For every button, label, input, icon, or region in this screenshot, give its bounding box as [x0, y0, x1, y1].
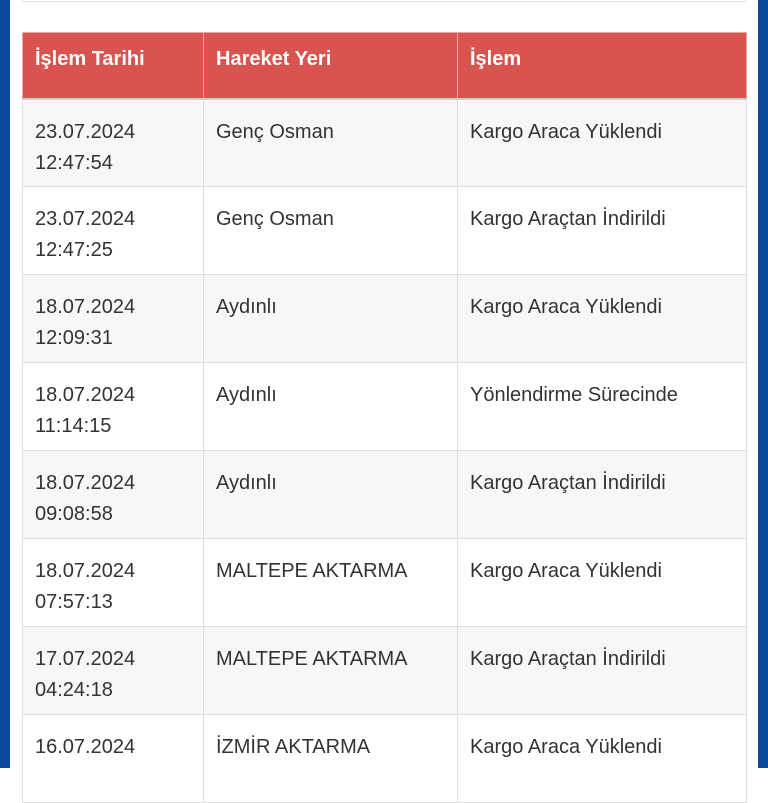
time: 12:47:54 — [35, 151, 113, 174]
time: 04:24:18 — [35, 679, 113, 701]
time: 12:47:25 — [35, 239, 113, 261]
cell-datetime: 18.07.2024 09:08:58 — [22, 450, 204, 539]
time: 09:08:58 — [35, 503, 113, 525]
cell-datetime: 18.07.2024 12:09:31 — [22, 274, 204, 363]
header-date: İşlem Tarihi — [22, 32, 204, 100]
cell-place: MALTEPE AKTARMA — [203, 626, 458, 715]
table-row: 18.07.2024 09:08:58 Aydınlı Kargo Araçtan İ… — [22, 450, 747, 539]
header-action: İşlem — [457, 32, 747, 100]
top-panel — [22, 0, 746, 2]
cell-action: Kargo Araçtan İndirildi — [457, 626, 747, 715]
date: 23.07.2024 — [35, 120, 136, 143]
time: 12:09:31 — [35, 327, 113, 349]
cell-datetime: 17.07.2024 04:24:18 — [22, 626, 204, 715]
cell-datetime: 18.07.2024 11:14:15 — [22, 362, 204, 451]
cell-action: Kargo Araçtan İndirildi — [457, 450, 747, 539]
cell-action: Yönlendirme Sürecinde — [457, 362, 747, 451]
cell-place: MALTEPE AKTARMA — [203, 538, 458, 627]
cell-place: Aydınlı — [203, 274, 458, 363]
table-row: 16.07.2024 İZMİR AKTARMA Kargo Araca Yükle… — [22, 714, 747, 803]
cell-place: İZMİR AKTARMA — [203, 714, 458, 803]
cell-action: Kargo Araca Yüklendi — [457, 538, 747, 627]
date: 18.07.2024 — [35, 560, 136, 582]
cell-place: Aydınlı — [203, 450, 458, 539]
table-row: 18.07.2024 07:57:13 MALTEPE AKTARMA Kargo A… — [22, 538, 747, 627]
table-row: 23.07.2024 12:47:25 Genç Osman Kargo Araçta… — [22, 186, 747, 275]
cell-action: Kargo Araca Yüklendi — [457, 274, 747, 363]
cell-datetime: 16.07.2024 — [22, 714, 204, 803]
table-header: İşlem Tarihi Hareket Yeri İşlem — [22, 32, 747, 100]
left-border — [0, 0, 10, 768]
right-border — [758, 0, 768, 768]
table-row: 23.07.2024 12:47:54 Genç Osman Kargo Araca … — [22, 98, 747, 187]
cargo-movements-table: İşlem Tarihi Hareket Yeri İşlem 23.07.20… — [22, 32, 747, 803]
cell-place: Aydınlı — [203, 362, 458, 451]
cell-action: Kargo Araca Yüklendi — [457, 714, 747, 803]
date: 16.07.2024 — [35, 736, 136, 758]
cell-place: Genç Osman — [203, 186, 458, 275]
table-row: 17.07.2024 04:24:18 MALTEPE AKTARMA Kargo A… — [22, 626, 747, 715]
table-row: 18.07.2024 11:14:15 Aydınlı Yönlendirme Sür… — [22, 362, 747, 451]
cell-place: Genç Osman — [203, 98, 458, 187]
date: 18.07.2024 — [35, 384, 136, 406]
date: 18.07.2024 — [35, 472, 136, 494]
time: 07:57:13 — [35, 591, 113, 613]
cell-action: Kargo Araca Yüklendi — [457, 98, 747, 187]
header-place: Hareket Yeri — [203, 32, 458, 100]
date: 23.07.2024 — [35, 208, 136, 230]
date: 18.07.2024 — [35, 296, 136, 318]
date: 17.07.2024 — [35, 648, 136, 670]
time: 11:14:15 — [35, 415, 112, 437]
cell-datetime: 23.07.2024 12:47:54 — [22, 98, 204, 187]
cell-datetime: 18.07.2024 07:57:13 — [22, 538, 204, 627]
cell-action: Kargo Araçtan İndirildi — [457, 186, 747, 275]
table-row: 18.07.2024 12:09:31 Aydınlı Kargo Araca Yük… — [22, 274, 747, 363]
cell-datetime: 23.07.2024 12:47:25 — [22, 186, 204, 275]
